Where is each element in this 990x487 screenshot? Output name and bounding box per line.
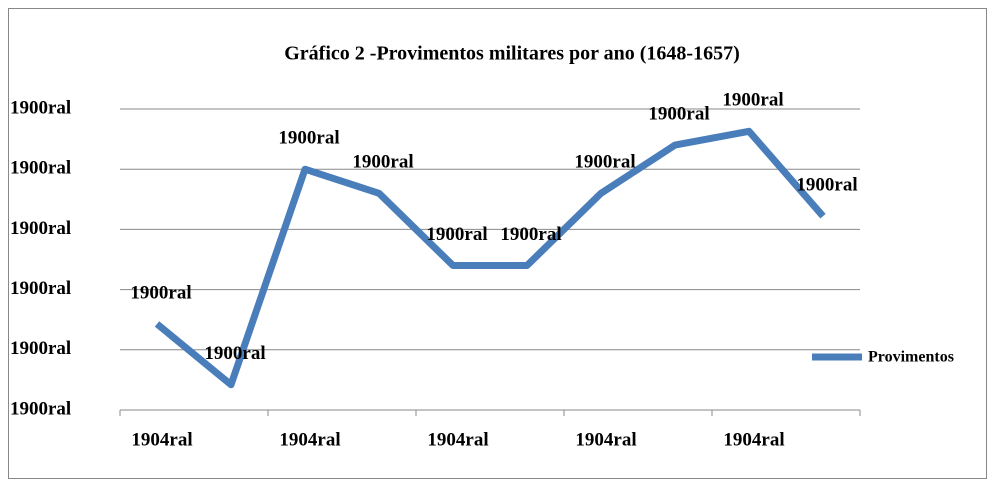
x-tick-label: 1904ral [427, 429, 488, 450]
data-label: 1900ral [204, 343, 265, 364]
chart-frame [8, 8, 987, 479]
chart-title: Gráfico 2 -Provimentos militares por ano… [284, 43, 740, 65]
data-label: 1900ral [130, 282, 191, 303]
data-label: 1900ral [352, 152, 413, 173]
y-tick-label: 1900ral [10, 398, 71, 419]
data-label: 1900ral [722, 90, 783, 111]
x-tick-label: 1904ral [723, 429, 784, 450]
y-tick-label: 1900ral [10, 158, 71, 179]
data-label: 1900ral [426, 224, 487, 245]
legend-label: Provimentos [868, 349, 954, 366]
data-label: 1900ral [278, 128, 339, 149]
data-label: 1900ral [500, 224, 561, 245]
y-tick-label: 1900ral [10, 97, 71, 118]
data-label: 1900ral [648, 103, 709, 124]
y-tick-label: 1900ral [10, 338, 71, 359]
y-tick-label: 1900ral [10, 278, 71, 299]
x-tick-label: 1904ral [279, 429, 340, 450]
data-label: 1900ral [574, 152, 635, 173]
x-tick-label: 1904ral [575, 429, 636, 450]
data-line [154, 127, 826, 389]
x-tick-label: 1904ral [131, 429, 192, 450]
data-label: 1900ral [796, 175, 857, 196]
y-tick-label: 1900ral [10, 218, 71, 239]
